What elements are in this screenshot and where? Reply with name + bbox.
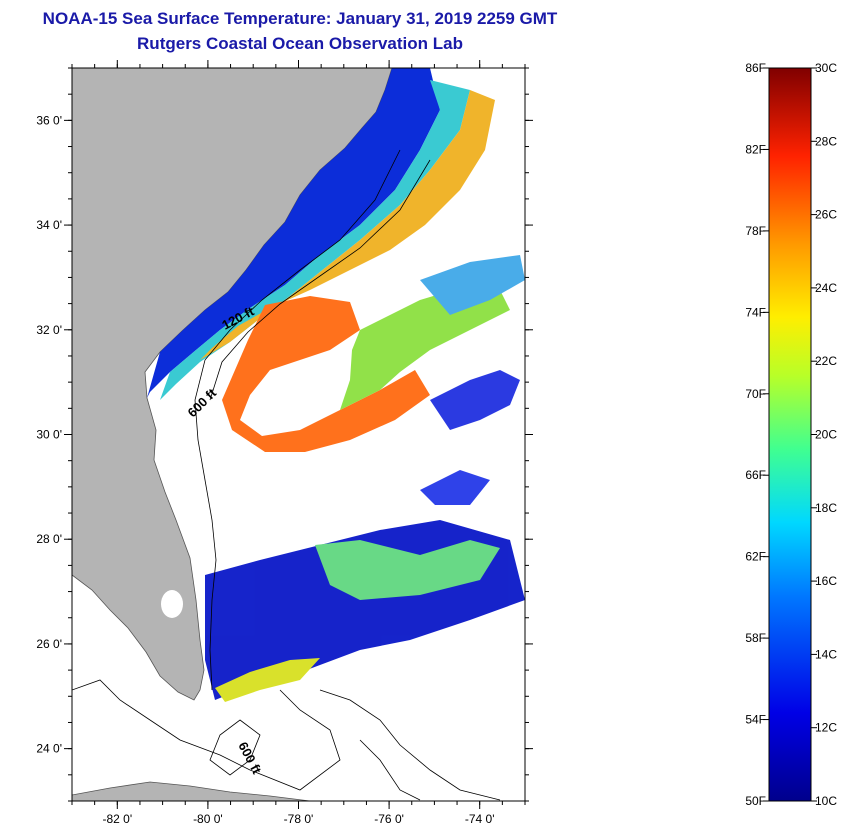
lat-tick-label: 24 0': [36, 742, 62, 756]
colorbar-c-label: 26C: [815, 208, 837, 222]
colorbar-c-label: 16C: [815, 574, 837, 588]
lat-tick-label: 36 0': [36, 113, 62, 127]
lake-okeechobee: [161, 590, 183, 618]
colorbar-c-label: 30C: [815, 61, 837, 75]
sst-swath: [147, 68, 525, 702]
colorbar-f-label: 82F: [745, 142, 766, 156]
lon-tick-label: -78 0': [284, 812, 314, 826]
colorbar-f-label: 86F: [745, 61, 766, 75]
colorbar-f-label: 66F: [745, 468, 766, 482]
lon-tick-label: -82 0': [102, 812, 132, 826]
colorbar-c-label: 14C: [815, 647, 837, 661]
colorbar-c-label: 12C: [815, 721, 837, 735]
lat-tick-label: 32 0': [36, 323, 62, 337]
lat-tick-label: 26 0': [36, 637, 62, 651]
depth-contours: [72, 149, 501, 801]
colorbar-c-label: 10C: [815, 794, 837, 808]
colorbar-f-label: 50F: [745, 794, 766, 808]
colorbar-c-label: 24C: [815, 281, 837, 295]
colorbar-c-label: 20C: [815, 428, 837, 442]
colorbar-f-label: 62F: [745, 550, 766, 564]
colorbar-celsius-labels: 30C 28C 26C 24C 22C 20C 18C 16C 14C 12C 10C: [811, 61, 837, 808]
latitude-axis: 36 0' 34 0' 32 0' 30 0' 28 0' 26 0' 24 0': [36, 67, 533, 802]
longitude-axis: -82 0' -80 0' -78 0' -76 0' -74 0': [71, 60, 526, 826]
lat-tick-label: 34 0': [36, 218, 62, 232]
colorbar-c-label: 18C: [815, 501, 837, 515]
lat-tick-label: 28 0': [36, 532, 62, 546]
lon-tick-label: -74 0': [465, 812, 495, 826]
colorbar-fahrenheit-labels: 86F 82F 78F 74F 70F 66F 62F 58F 54F 50F: [745, 61, 769, 808]
lon-tick-label: -80 0': [193, 812, 223, 826]
colorbar-c-label: 22C: [815, 354, 837, 368]
colorbar-f-label: 58F: [745, 631, 766, 645]
land-cuba: [72, 781, 311, 801]
map-subtitle: Rutgers Coastal Ocean Observation Lab: [137, 34, 463, 53]
map-title: NOAA-15 Sea Surface Temperature: January…: [42, 9, 558, 28]
colorbar-ramp: [768, 67, 812, 802]
lat-tick-label: 30 0': [36, 428, 62, 442]
colorbar-f-label: 78F: [745, 224, 766, 238]
colorbar-f-label: 74F: [745, 305, 766, 319]
lon-tick-label: -76 0': [374, 812, 404, 826]
colorbar-c-label: 28C: [815, 134, 837, 148]
colorbar-f-label: 70F: [745, 387, 766, 401]
colorbar-f-label: 54F: [745, 713, 766, 727]
